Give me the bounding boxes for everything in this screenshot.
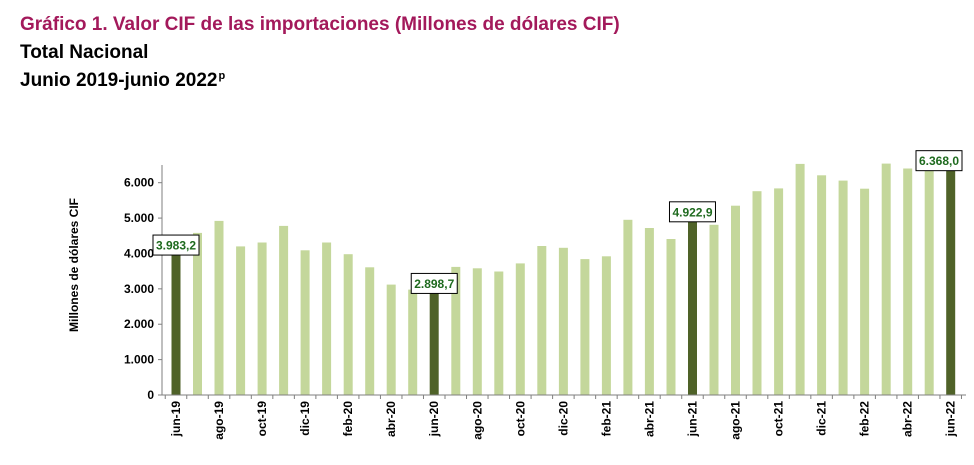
bar-may-20 xyxy=(408,289,418,395)
bar-feb-21 xyxy=(601,256,611,395)
data-label: 2.898,7 xyxy=(414,277,454,291)
x-tick-label: ago-21 xyxy=(729,401,743,440)
bar-mar-20 xyxy=(365,267,375,395)
x-tick-label: feb-20 xyxy=(341,401,355,437)
x-tick-label: ago-20 xyxy=(470,401,484,440)
bar-mar-21 xyxy=(623,219,633,395)
x-tick-label: abr-20 xyxy=(384,401,398,437)
bar-dic-19 xyxy=(300,250,310,395)
x-tick-label: dic-19 xyxy=(298,401,312,436)
bar-mar-22 xyxy=(881,163,891,395)
bar-abr-22 xyxy=(903,168,913,395)
y-tick-label: 1.000 xyxy=(124,353,154,367)
x-tick-label: abr-21 xyxy=(642,401,656,437)
y-tick-label: 2.000 xyxy=(124,317,154,331)
x-tick-label: jun-19 xyxy=(169,401,183,438)
bar-sep-20 xyxy=(494,271,504,395)
data-label: 6.368,0 xyxy=(919,154,959,168)
y-tick-label: 0 xyxy=(147,388,154,402)
bar-jun-22 xyxy=(946,169,956,395)
data-label-box xyxy=(152,234,200,256)
bar-jun-20 xyxy=(429,292,439,395)
bar-abr-20 xyxy=(386,284,396,395)
x-tick-label: jun-21 xyxy=(685,401,699,438)
bar-sep-21 xyxy=(752,191,762,395)
bar-oct-21 xyxy=(774,188,784,395)
x-tick-label: jun-20 xyxy=(427,401,441,438)
bar-jul-20 xyxy=(451,266,461,395)
bar-ene-20 xyxy=(322,242,332,395)
bar-may-21 xyxy=(666,239,676,395)
chart-period-superscript: p xyxy=(218,70,226,82)
bar-feb-20 xyxy=(343,254,353,395)
bar-nov-19 xyxy=(279,225,289,395)
bar-ago-19 xyxy=(214,220,224,395)
data-label: 4.922,9 xyxy=(672,205,712,219)
bar-jun-19 xyxy=(171,254,181,395)
x-tick-label: oct-19 xyxy=(255,401,269,437)
bar-ago-21 xyxy=(731,205,740,395)
bar-feb-22 xyxy=(860,188,870,395)
bar-nov-20 xyxy=(537,246,547,395)
x-tick-label: oct-21 xyxy=(772,401,786,437)
bar-nov-21 xyxy=(795,163,805,395)
y-tick-label: 4.000 xyxy=(124,246,154,260)
bar-abr-21 xyxy=(644,228,654,395)
chart-title: Gráfico 1. Valor CIF de las importacione… xyxy=(20,14,620,35)
x-tick-label: feb-22 xyxy=(858,401,872,437)
y-tick-label: 5.000 xyxy=(124,211,154,225)
y-tick-label: 3.000 xyxy=(124,282,154,296)
x-tick-label: jun-22 xyxy=(944,401,958,438)
data-label-box xyxy=(668,201,716,223)
y-tick-label: 6.000 xyxy=(124,176,154,190)
bar-may-22 xyxy=(924,165,934,395)
plot-area: 0 1.000 2.000 3.000 4.000 5.000 6.000 jun-19 ago… xyxy=(67,150,966,440)
data-label-box xyxy=(410,272,458,294)
chart-subtitle: Total Nacional xyxy=(20,42,149,63)
x-tick-label: feb-21 xyxy=(599,401,613,437)
bar-dic-21 xyxy=(817,175,827,395)
bar-ago-20 xyxy=(472,268,482,395)
x-tick-label: ago-19 xyxy=(212,401,226,440)
y-axis-label: Millones de dólares CIF xyxy=(67,198,81,332)
data-label: 3.983,2 xyxy=(156,239,196,253)
x-tick-label: abr-22 xyxy=(901,401,915,437)
bar-jul-19 xyxy=(193,232,202,395)
bar-jul-21 xyxy=(709,224,719,395)
chart-period: Junio 2019-junio 2022p xyxy=(20,70,225,92)
bar-ene-22 xyxy=(838,180,848,395)
chart-period-text: Junio 2019-junio 2022 xyxy=(20,70,218,91)
x-tick-label: dic-20 xyxy=(556,401,570,436)
bar-dic-20 xyxy=(558,247,568,395)
bar-jun-21 xyxy=(688,220,697,395)
bar-ene-21 xyxy=(580,259,590,395)
bar-oct-20 xyxy=(515,263,525,395)
bar-oct-19 xyxy=(257,242,267,395)
bar-sep-19 xyxy=(236,246,246,395)
x-tick-label: dic-21 xyxy=(815,401,829,436)
x-tick-label: oct-20 xyxy=(513,401,527,437)
data-label-box xyxy=(915,150,963,172)
